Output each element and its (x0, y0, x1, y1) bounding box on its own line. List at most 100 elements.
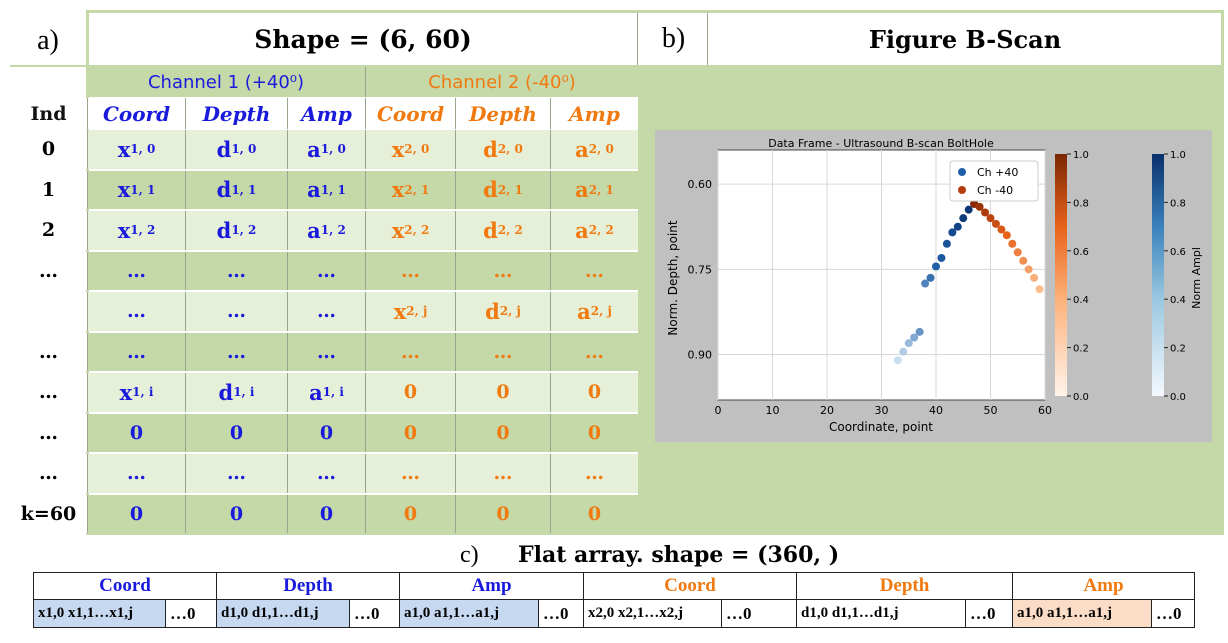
legend-label-chm40: Ch -40 (977, 184, 1013, 197)
cell-symbol: x (391, 177, 405, 203)
table-cell: 0 (550, 373, 638, 412)
point-chm40 (997, 225, 1006, 234)
table-cell: a 2, j (550, 292, 638, 331)
cell-symbol: a (575, 217, 589, 243)
col-header: Amp (550, 98, 638, 129)
cell-symbol: x (117, 177, 131, 203)
flat-header: Coord (583, 572, 797, 600)
flat-header: Depth (216, 572, 400, 600)
cell-subscript: 2, 2 (497, 223, 523, 238)
cell-subscript: 1, 1 (130, 182, 156, 197)
table-cell: … (87, 332, 185, 371)
x-tick-label: 20 (820, 404, 834, 417)
point-ch40 (904, 339, 913, 348)
colorbar-label: Norm Ampl (1190, 247, 1203, 309)
cell-subscript: 1, i (132, 385, 154, 400)
channel2-label: Channel 2 (-40⁰) (428, 71, 576, 93)
table-cell: x 1, 2 (87, 211, 185, 250)
flat-values: d1,0 d1,1…d1,j (796, 599, 966, 628)
table-cell: … (550, 332, 638, 371)
table-cell: x 2, j (365, 292, 455, 331)
cell-symbol: d (218, 379, 234, 405)
row-index: 1 (10, 170, 87, 209)
cell-symbol: a (307, 177, 321, 203)
x-axis-label: Coordinate, point (829, 420, 933, 434)
cell-subscript: 1, i (233, 385, 255, 400)
table-cell: a 2, 2 (550, 211, 638, 250)
colorbar-tick-label: 0.4 (1073, 295, 1089, 306)
cell-symbol: a (307, 217, 321, 243)
table-cell: a 2, 0 (550, 130, 638, 169)
table-cell: … (365, 454, 455, 493)
table-cell: … (365, 251, 455, 290)
table-cell: a 1, i (287, 373, 365, 412)
flat-values: d1,0 d1,1…d1,j (216, 599, 350, 628)
cell-symbol: a (575, 177, 589, 203)
y-tick-label: 0.75 (688, 263, 713, 276)
cell-symbol: d (483, 136, 498, 162)
panel-a-title-text: Shape = (6, 60) (254, 24, 472, 54)
legend-marker-ch40 (958, 168, 966, 176)
cell-symbol: x (391, 136, 405, 162)
table-cell: 0 (365, 413, 455, 452)
cell-subscript: 1, 0 (130, 142, 156, 157)
colorbar-tick-label: 0.6 (1073, 247, 1089, 258)
cell-symbol: a (309, 379, 323, 405)
flat-values: x1,0 x1,1…x1,j (33, 599, 166, 628)
channel1-label: Channel 1 (+40⁰) (147, 71, 305, 93)
table-cell: 0 (87, 494, 185, 533)
flat-tail: …0 (721, 599, 797, 628)
colorbar-tick-label: 0.4 (1170, 295, 1186, 306)
flat-tail: …0 (165, 599, 217, 628)
table-cell: 0 (550, 494, 638, 533)
table-cell: 0 (185, 413, 287, 452)
table-cell: … (287, 454, 365, 493)
table-cell: … (455, 251, 550, 290)
row-index: … (10, 251, 87, 290)
point-chm40 (1008, 239, 1017, 248)
table-cell: x 2, 2 (365, 211, 455, 250)
cell-symbol: d (483, 217, 498, 243)
table-cell: … (87, 454, 185, 493)
table-cell: 0 (87, 413, 185, 452)
panel-c-label: c) (460, 541, 479, 568)
table-cell: … (550, 251, 638, 290)
colorbar-blue (1152, 154, 1164, 396)
table-cell: … (287, 251, 365, 290)
flat-values: a1,0 a1,1…a1,j (399, 599, 539, 628)
cell-symbol: d (485, 298, 500, 324)
point-chm40 (1013, 248, 1022, 257)
chart-legend: Ch +40 Ch -40 (949, 160, 1039, 202)
cell-subscript: 1, i (322, 385, 344, 400)
panel-b-title: Figure B-Scan (709, 13, 1221, 65)
cell-symbol: d (216, 177, 232, 203)
col-header: Depth (455, 98, 550, 129)
table-cell: … (185, 454, 287, 493)
cell-symbol: a (307, 136, 321, 162)
point-ch40 (953, 222, 962, 231)
table-cell: d 1, 2 (185, 211, 287, 250)
cell-subscript: 1, 0 (231, 142, 257, 157)
point-ch40 (964, 205, 973, 214)
flat-values: x2,0 x2,1…x2,j (583, 599, 722, 628)
point-chm40 (1030, 273, 1039, 282)
cell-symbol: d (216, 136, 232, 162)
table-cell: d 2, 2 (455, 211, 550, 250)
colorbar-tick-label: 0.8 (1073, 198, 1089, 209)
legend-box (949, 160, 1039, 202)
table-cell: x 1, 1 (87, 170, 185, 209)
flat-tail: …0 (1151, 599, 1195, 628)
point-ch40 (915, 327, 924, 336)
cell-subscript: 1, 2 (320, 223, 346, 238)
table-cell: … (455, 454, 550, 493)
cell-symbol: x (117, 217, 131, 243)
flat-tail: …0 (538, 599, 584, 628)
cell-symbol: x (117, 136, 131, 162)
col-header: Coord (87, 98, 185, 129)
row-index: … (10, 413, 87, 452)
row-index: k=60 (10, 494, 87, 533)
panel-a-label: a) (37, 25, 59, 56)
panel-a-title: Shape = (6, 60) (89, 13, 638, 65)
table-cell: … (185, 332, 287, 371)
panel-b-label-text: b) (661, 23, 686, 54)
